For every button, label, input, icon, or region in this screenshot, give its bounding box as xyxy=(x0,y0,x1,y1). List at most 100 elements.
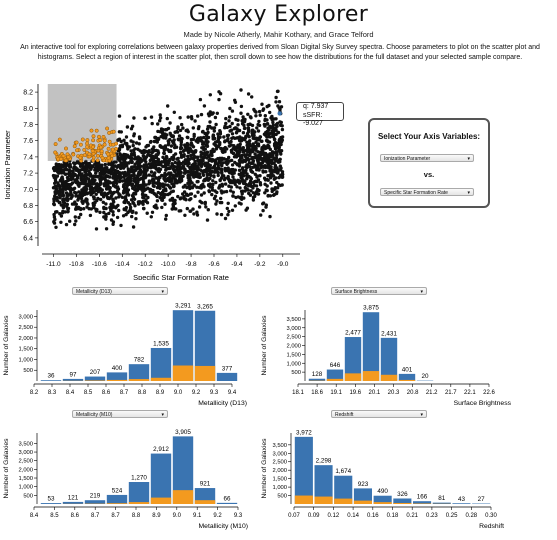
bar-value-label: 166 xyxy=(417,494,428,501)
scatter-point xyxy=(204,205,208,209)
x-tick-label: 8.7 xyxy=(111,513,120,519)
scatter-point xyxy=(149,139,153,144)
scatter-point xyxy=(248,193,253,197)
scatter-point xyxy=(126,147,130,151)
scatter-point xyxy=(69,191,73,195)
scatter-point xyxy=(151,181,155,185)
scatter-point xyxy=(172,201,176,205)
scatter-point xyxy=(199,193,204,197)
scatter-point xyxy=(122,138,126,142)
scatter-point xyxy=(192,212,196,216)
scatter-point xyxy=(190,117,194,121)
scatter-point xyxy=(57,200,62,205)
hist4-select[interactable]: Redshift ▾ xyxy=(331,410,427,418)
scatter-point xyxy=(150,189,154,193)
x-tick-label: 9.2 xyxy=(213,513,222,519)
x-axis-select[interactable]: Specific Star Formation Rate ▾ xyxy=(380,188,474,196)
y-tick-label: 3,500 xyxy=(18,441,33,447)
hist3-select[interactable]: Metallicity (M10) ▾ xyxy=(72,410,168,418)
scatter-point xyxy=(182,153,186,157)
scatter-point xyxy=(228,129,232,133)
y-tick-label: 2,000 xyxy=(286,344,301,350)
scatter-point xyxy=(198,97,203,102)
selected-bar xyxy=(373,502,392,504)
scatter-point xyxy=(243,170,247,175)
scatter-point xyxy=(243,126,247,130)
x-axis-select-value: Specific Star Formation Rate xyxy=(384,190,448,196)
scatter-point xyxy=(59,214,64,218)
scatter-point xyxy=(132,157,137,161)
scatter-point xyxy=(233,126,238,130)
scatter-point xyxy=(207,158,211,163)
scatter-point xyxy=(233,154,238,159)
scatter-point xyxy=(64,166,68,171)
scatter-point xyxy=(266,174,270,178)
x-tick-label: 0.21 xyxy=(406,513,418,519)
histogram-metallicity-m10: 500 1,000 1,500 2,000 2,500 3,000 3,500 Number … xyxy=(3,429,248,530)
authors-line: Made by Nicole Atherly, Mahir Kothary, a… xyxy=(183,30,374,39)
scatter-point xyxy=(211,147,215,151)
scatter-point xyxy=(147,179,152,183)
chevron-down-icon: ▾ xyxy=(467,156,470,162)
scatter-point xyxy=(171,134,175,138)
scatter-point xyxy=(202,191,206,195)
scatter-point xyxy=(162,174,166,178)
y-tick-label: 3,000 xyxy=(18,450,33,456)
scatter-point xyxy=(269,167,273,171)
scatter-point xyxy=(274,95,278,100)
scatter-point xyxy=(205,156,209,160)
selected-point xyxy=(91,145,95,149)
histogram-bar xyxy=(452,503,471,504)
scatter-point xyxy=(213,194,218,198)
scatter-point xyxy=(114,196,118,200)
scatter-point xyxy=(109,190,113,195)
scatter-point xyxy=(172,153,176,158)
scatter-point xyxy=(198,175,202,179)
scatter-point xyxy=(251,165,255,169)
x-tick-label: 0.18 xyxy=(387,513,399,519)
scatter-point xyxy=(62,203,66,207)
scatter-point xyxy=(242,196,246,200)
y-axis-select[interactable]: Ionization Parameter ▾ xyxy=(380,154,474,162)
scatter-point xyxy=(103,162,108,167)
scatter-point xyxy=(69,187,73,192)
scatter-point xyxy=(185,135,189,139)
scatter-point xyxy=(257,161,261,165)
selected-point xyxy=(95,158,100,163)
scatter-point xyxy=(248,122,252,126)
y-tick-label: 500 xyxy=(291,370,301,376)
x-axis-label: Redshift xyxy=(479,523,504,530)
scatter-point xyxy=(125,192,129,196)
histogram-bar xyxy=(106,372,128,381)
scatter-point xyxy=(141,150,145,154)
histogram-bar xyxy=(150,347,172,381)
scatter-point xyxy=(92,205,96,210)
scatter-point xyxy=(251,147,255,151)
tooltip-q: q: 7.937 xyxy=(303,103,329,110)
scatter-point xyxy=(119,223,123,228)
selected-bar xyxy=(326,378,344,381)
bar-value-label: 121 xyxy=(68,494,79,501)
scatter-point xyxy=(256,129,261,133)
scatter-point xyxy=(189,137,194,142)
scatter-point xyxy=(195,164,199,168)
scatter-point xyxy=(216,135,221,139)
scatter-plot[interactable]: 6.4 6.6 6.8 7.0 7.2 7.4 7.6 7.8 8.0 8.2 -11.0 -10.8… xyxy=(0,80,360,280)
hist1-select[interactable]: Metallicity (D13) ▾ xyxy=(72,287,168,295)
scatter-point xyxy=(183,148,188,152)
scatter-point xyxy=(139,159,143,164)
selected-bar xyxy=(194,500,216,504)
selected-point xyxy=(98,138,103,142)
selected-point xyxy=(82,148,87,152)
scatter-point xyxy=(162,195,166,199)
scatter-point xyxy=(141,180,146,184)
hist2-select[interactable]: Surface Brightness ▾ xyxy=(331,287,427,295)
scatter-point xyxy=(128,174,132,178)
y-tick-label: 6.6 xyxy=(23,219,33,226)
selected-point xyxy=(110,153,115,158)
histogram-bar xyxy=(432,502,451,504)
y-tick-label: 7.4 xyxy=(23,154,33,161)
scatter-point xyxy=(252,133,256,138)
scatter-point xyxy=(250,128,255,133)
bar-value-label: 3,291 xyxy=(175,303,191,310)
